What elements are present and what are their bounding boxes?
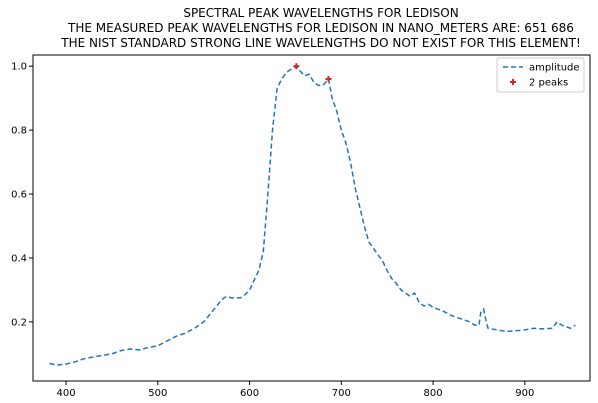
- legend-peaks-marker: [510, 79, 516, 85]
- x-tick-label: 400: [56, 388, 75, 399]
- x-tick-label: 700: [332, 388, 351, 399]
- x-tick-label: 900: [515, 388, 534, 399]
- y-tick-label: 0.4: [11, 253, 27, 264]
- plot-area: [49, 63, 576, 366]
- legend: amplitude 2 peaks: [496, 57, 585, 93]
- y-axis-ticks: 0.2 0.4 0.6 0.8 1.0: [11, 62, 33, 328]
- x-tick-label: 600: [240, 388, 259, 399]
- y-tick-label: 1.0: [11, 62, 27, 73]
- legend-box: [496, 57, 585, 93]
- axes-frame: [32, 54, 591, 382]
- chart-subtitle-measured-peaks: THE MEASURED PEAK WAVELENGTHS FOR LEDISO…: [67, 21, 574, 35]
- x-axis-ticks: 400 500 600 700 800 900: [56, 381, 534, 399]
- peak-marker: [325, 75, 332, 82]
- x-tick-label: 500: [148, 388, 167, 399]
- legend-amplitude-label: amplitude: [529, 63, 580, 74]
- legend-peaks-label: 2 peaks: [529, 78, 568, 89]
- y-tick-label: 0.2: [11, 317, 27, 328]
- chart-title: SPECTRAL PEAK WAVELENGTHS FOR LEDISON: [183, 6, 458, 20]
- y-tick-label: 0.6: [11, 190, 27, 201]
- chart-subtitle-nist-note: THE NIST STANDARD STRONG LINE WAVELENGTH…: [60, 36, 581, 50]
- y-tick-label: 0.8: [11, 126, 27, 137]
- series-line-amplitude: [49, 65, 576, 366]
- peak-marker: [293, 63, 300, 70]
- x-tick-label: 800: [424, 388, 443, 399]
